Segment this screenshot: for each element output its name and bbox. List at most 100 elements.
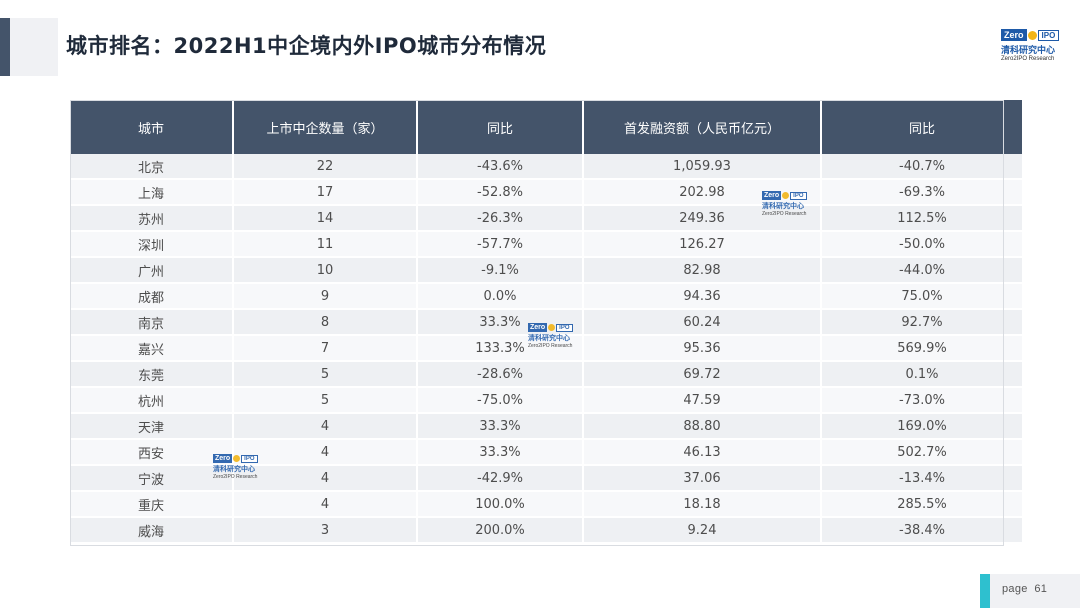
cell-city: 东莞: [70, 361, 234, 388]
page-label-text: page: [1002, 583, 1028, 595]
cell-amount-yoy: -73.0%: [821, 387, 1022, 414]
cell-count-yoy: -42.9%: [417, 465, 584, 492]
page-number-text: 61: [1034, 583, 1048, 595]
cell-count: 4: [233, 413, 418, 440]
logo-ring-icon: [548, 324, 556, 331]
logo-ipo-text: IPO: [556, 323, 573, 332]
logo-ipo-text: IPO: [1037, 29, 1060, 41]
ipo-city-table: 城市 上市中企数量（家） 同比 首发融资额（人民币亿元） 同比 北京 22 -43.…: [70, 100, 1022, 544]
table-row: 北京 22 -43.6% 1,059.93 -40.7%: [70, 154, 1022, 180]
cell-amount-yoy: -44.0%: [821, 257, 1022, 284]
cell-count-yoy: 133.3%: [417, 335, 584, 362]
cell-count: 10: [233, 257, 418, 284]
logo-en-text: Zero2IPO Research: [528, 343, 573, 349]
cell-count-yoy: -52.8%: [417, 179, 584, 206]
cell-count-yoy: -9.1%: [417, 257, 584, 284]
cell-amount-yoy: -13.4%: [821, 465, 1022, 492]
logo-en-text: Zero2IPO Research: [213, 474, 258, 480]
cell-amount: 126.27: [583, 231, 822, 258]
table-row: 西安 4 33.3% 46.13 502.7%: [70, 439, 1022, 466]
cell-amount-yoy: -50.0%: [821, 231, 1022, 258]
table-row: 重庆 4 100.0% 18.18 285.5%: [70, 491, 1022, 518]
cell-amount-yoy: 569.9%: [821, 335, 1022, 362]
cell-amount: 46.13: [583, 439, 822, 466]
cell-city: 天津: [70, 413, 234, 440]
cell-amount: 202.98: [583, 179, 822, 206]
logo-brand-text: Zero: [762, 191, 782, 200]
cell-amount: 47.59: [583, 387, 822, 414]
cell-amount: 249.36: [583, 205, 822, 232]
cell-count: 17: [233, 179, 418, 206]
page-title: 城市排名：2022H1中企境内外IPO城市分布情况: [66, 34, 547, 58]
table-row: 苏州 14 -26.3% 249.36 112.5%: [70, 205, 1022, 232]
header-amount: 首发融资额（人民币亿元）: [583, 100, 822, 154]
cell-count-yoy: -28.6%: [417, 361, 584, 388]
cell-count: 9: [233, 283, 418, 310]
cell-amount: 18.18: [583, 491, 822, 518]
cell-city: 广州: [70, 257, 234, 284]
logo-cn-text: 清科研究中心: [528, 334, 570, 342]
cell-count-yoy: 200.0%: [417, 517, 584, 544]
cell-amount-yoy: 502.7%: [821, 439, 1022, 466]
cell-amount-yoy: 112.5%: [821, 205, 1022, 232]
header-amount-yoy: 同比: [821, 100, 1022, 154]
cell-amount-yoy: 75.0%: [821, 283, 1022, 310]
cell-city: 南京: [70, 309, 234, 336]
cell-amount-yoy: 285.5%: [821, 491, 1022, 518]
logo-badge: Zero IPO: [762, 191, 807, 200]
header-city: 城市: [70, 100, 234, 154]
header-count: 上市中企数量（家）: [233, 100, 418, 154]
cell-amount: 95.36: [583, 335, 822, 362]
cell-count-yoy: 0.0%: [417, 283, 584, 310]
cell-count-yoy: 100.0%: [417, 491, 584, 518]
cell-amount: 88.80: [583, 413, 822, 440]
cell-count-yoy: -26.3%: [417, 205, 584, 232]
table-row: 宁波 4 -42.9% 37.06 -13.4%: [70, 465, 1022, 492]
cell-city: 威海: [70, 517, 234, 544]
logo-ipo-text: IPO: [241, 454, 258, 463]
cell-city: 苏州: [70, 205, 234, 232]
cell-city: 上海: [70, 179, 234, 206]
logo-badge: Zero IPO: [528, 323, 573, 332]
cell-amount: 1,059.93: [583, 154, 822, 180]
cell-amount-yoy: 92.7%: [821, 309, 1022, 336]
cell-amount: 82.98: [583, 257, 822, 284]
logo-cn-text: 清科研究中心: [1001, 46, 1056, 56]
watermark-logo: Zero IPO 清科研究中心 Zero2IPO Research: [528, 323, 573, 349]
cell-city: 重庆: [70, 491, 234, 518]
cell-count: 5: [233, 361, 418, 388]
cell-city: 深圳: [70, 231, 234, 258]
table-row: 上海 17 -52.8% 202.98 -69.3%: [70, 179, 1022, 206]
cell-count: 11: [233, 231, 418, 258]
logo-brand-text: Zero: [528, 323, 548, 332]
cell-count-yoy: -75.0%: [417, 387, 584, 414]
logo-badge: Zero IPO: [213, 454, 258, 463]
watermark-logo: Zero IPO 清科研究中心 Zero2IPO Research: [213, 454, 258, 480]
cell-count-yoy: 33.3%: [417, 309, 584, 336]
cell-count-yoy: 33.3%: [417, 439, 584, 466]
table-row: 成都 9 0.0% 94.36 75.0%: [70, 283, 1022, 310]
logo-en-text: Zero2IPO Research: [1001, 56, 1055, 62]
page-number: page 61: [1002, 583, 1047, 595]
cell-count-yoy: 33.3%: [417, 413, 584, 440]
logo-ipo-text: IPO: [790, 191, 807, 200]
table-row: 天津 4 33.3% 88.80 169.0%: [70, 413, 1022, 440]
cell-city: 成都: [70, 283, 234, 310]
page-marker-bar: [980, 574, 990, 608]
cell-count: 5: [233, 387, 418, 414]
table-body: 北京 22 -43.6% 1,059.93 -40.7% 上海 17 -52.8% 202.98…: [70, 154, 1022, 544]
cell-amount: 94.36: [583, 283, 822, 310]
cell-count: 3: [233, 517, 418, 544]
table-row: 深圳 11 -57.7% 126.27 -50.0%: [70, 231, 1022, 258]
logo-brand-text: Zero: [1001, 29, 1027, 41]
cell-city: 杭州: [70, 387, 234, 414]
cell-amount-yoy: -38.4%: [821, 517, 1022, 544]
table-row: 杭州 5 -75.0% 47.59 -73.0%: [70, 387, 1022, 414]
logo-badge: Zero IPO: [1001, 29, 1060, 41]
table-row: 南京 8 33.3% 60.24 92.7%: [70, 309, 1022, 336]
table-header-row: 城市 上市中企数量（家） 同比 首发融资额（人民币亿元） 同比: [70, 100, 1022, 154]
watermark-logo: Zero IPO 清科研究中心 Zero2IPO Research: [762, 191, 807, 217]
table-row: 威海 3 200.0% 9.24 -38.4%: [70, 517, 1022, 544]
cell-city: 嘉兴: [70, 335, 234, 362]
zero2ipo-logo: Zero IPO 清科研究中心 Zero2IPO Research: [1001, 29, 1060, 62]
